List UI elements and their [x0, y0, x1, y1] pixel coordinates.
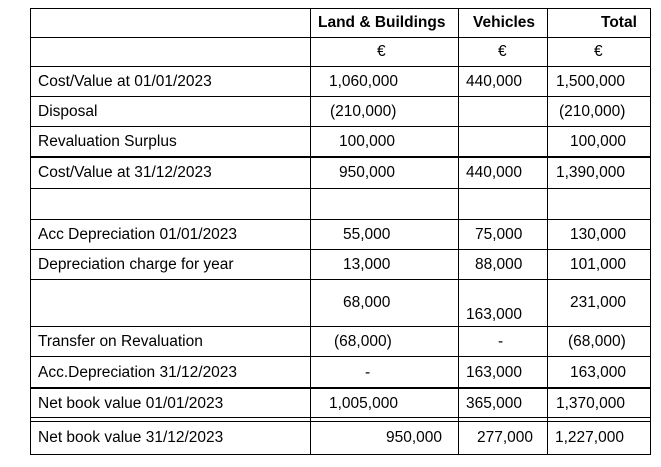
land-value: 100,000 [339, 133, 395, 151]
row-label: Disposal [38, 103, 97, 121]
land-value: (68,000) [334, 333, 392, 351]
table-border-bottom [30, 454, 651, 455]
vehicles-value: 365,000 [466, 395, 522, 413]
total-value: 1,390,000 [556, 164, 625, 182]
total-value: 100,000 [570, 133, 626, 151]
row-label: Net book value 31/12/2023 [38, 429, 223, 447]
row-divider [30, 356, 651, 357]
vehicles-value: 440,000 [466, 73, 522, 91]
land-value: 13,000 [343, 256, 390, 274]
total-underline [30, 156, 651, 158]
currency-symbol: € [498, 43, 507, 61]
row-label: Acc Depreciation 01/01/2023 [38, 226, 237, 244]
row-divider [30, 126, 651, 127]
table-border-top [30, 8, 651, 9]
row-divider [30, 326, 651, 327]
land-value: 55,000 [343, 226, 390, 244]
vehicles-value: 163,000 [466, 306, 522, 324]
land-value: 1,005,000 [329, 395, 398, 413]
vehicles-value: 163,000 [466, 364, 522, 382]
double-underline [30, 417, 651, 422]
total-value: 1,500,000 [556, 73, 625, 91]
total-value: 130,000 [570, 226, 626, 244]
land-value: 68,000 [343, 294, 390, 312]
vehicles-value: 88,000 [475, 256, 522, 274]
land-value: (210,000) [330, 103, 396, 121]
total-value: (210,000) [559, 103, 625, 121]
land-value: 950,000 [339, 164, 395, 182]
total-value: 1,227,000 [555, 429, 624, 447]
vehicles-value: 440,000 [466, 164, 522, 182]
vehicles-value: 75,000 [475, 226, 522, 244]
column-header-land: Land & Buildings [318, 14, 445, 32]
total-value: 231,000 [570, 294, 626, 312]
total-value: 163,000 [570, 364, 626, 382]
total-value: (68,000) [568, 333, 626, 351]
row-divider [30, 66, 651, 67]
row-divider [30, 219, 651, 220]
column-header-total: Total [601, 14, 637, 32]
row-divider [30, 279, 651, 280]
column-header-vehicles: Vehicles [473, 14, 535, 32]
row-label: Cost/Value at 01/01/2023 [38, 73, 212, 91]
vehicles-value: - [498, 333, 503, 351]
currency-symbol: € [594, 43, 603, 61]
total-value: 1,370,000 [556, 395, 625, 413]
row-label: Depreciation charge for year [38, 256, 234, 274]
row-divider [30, 249, 651, 250]
currency-symbol: € [377, 43, 386, 61]
total-underline [30, 387, 651, 389]
land-value: - [365, 364, 370, 382]
row-divider [30, 37, 651, 38]
land-value: 950,000 [386, 429, 442, 447]
row-label: Acc.Depreciation 31/12/2023 [38, 364, 237, 382]
row-label: Transfer on Revaluation [38, 333, 203, 351]
row-label: Cost/Value at 31/12/2023 [38, 164, 212, 182]
total-value: 101,000 [570, 256, 626, 274]
row-divider [30, 96, 651, 97]
land-value: 1,060,000 [329, 73, 398, 91]
row-label: Net book value 01/01/2023 [38, 395, 223, 413]
row-divider [30, 188, 651, 189]
row-label: Revaluation Surplus [38, 133, 177, 151]
vehicles-value: 277,000 [477, 429, 533, 447]
